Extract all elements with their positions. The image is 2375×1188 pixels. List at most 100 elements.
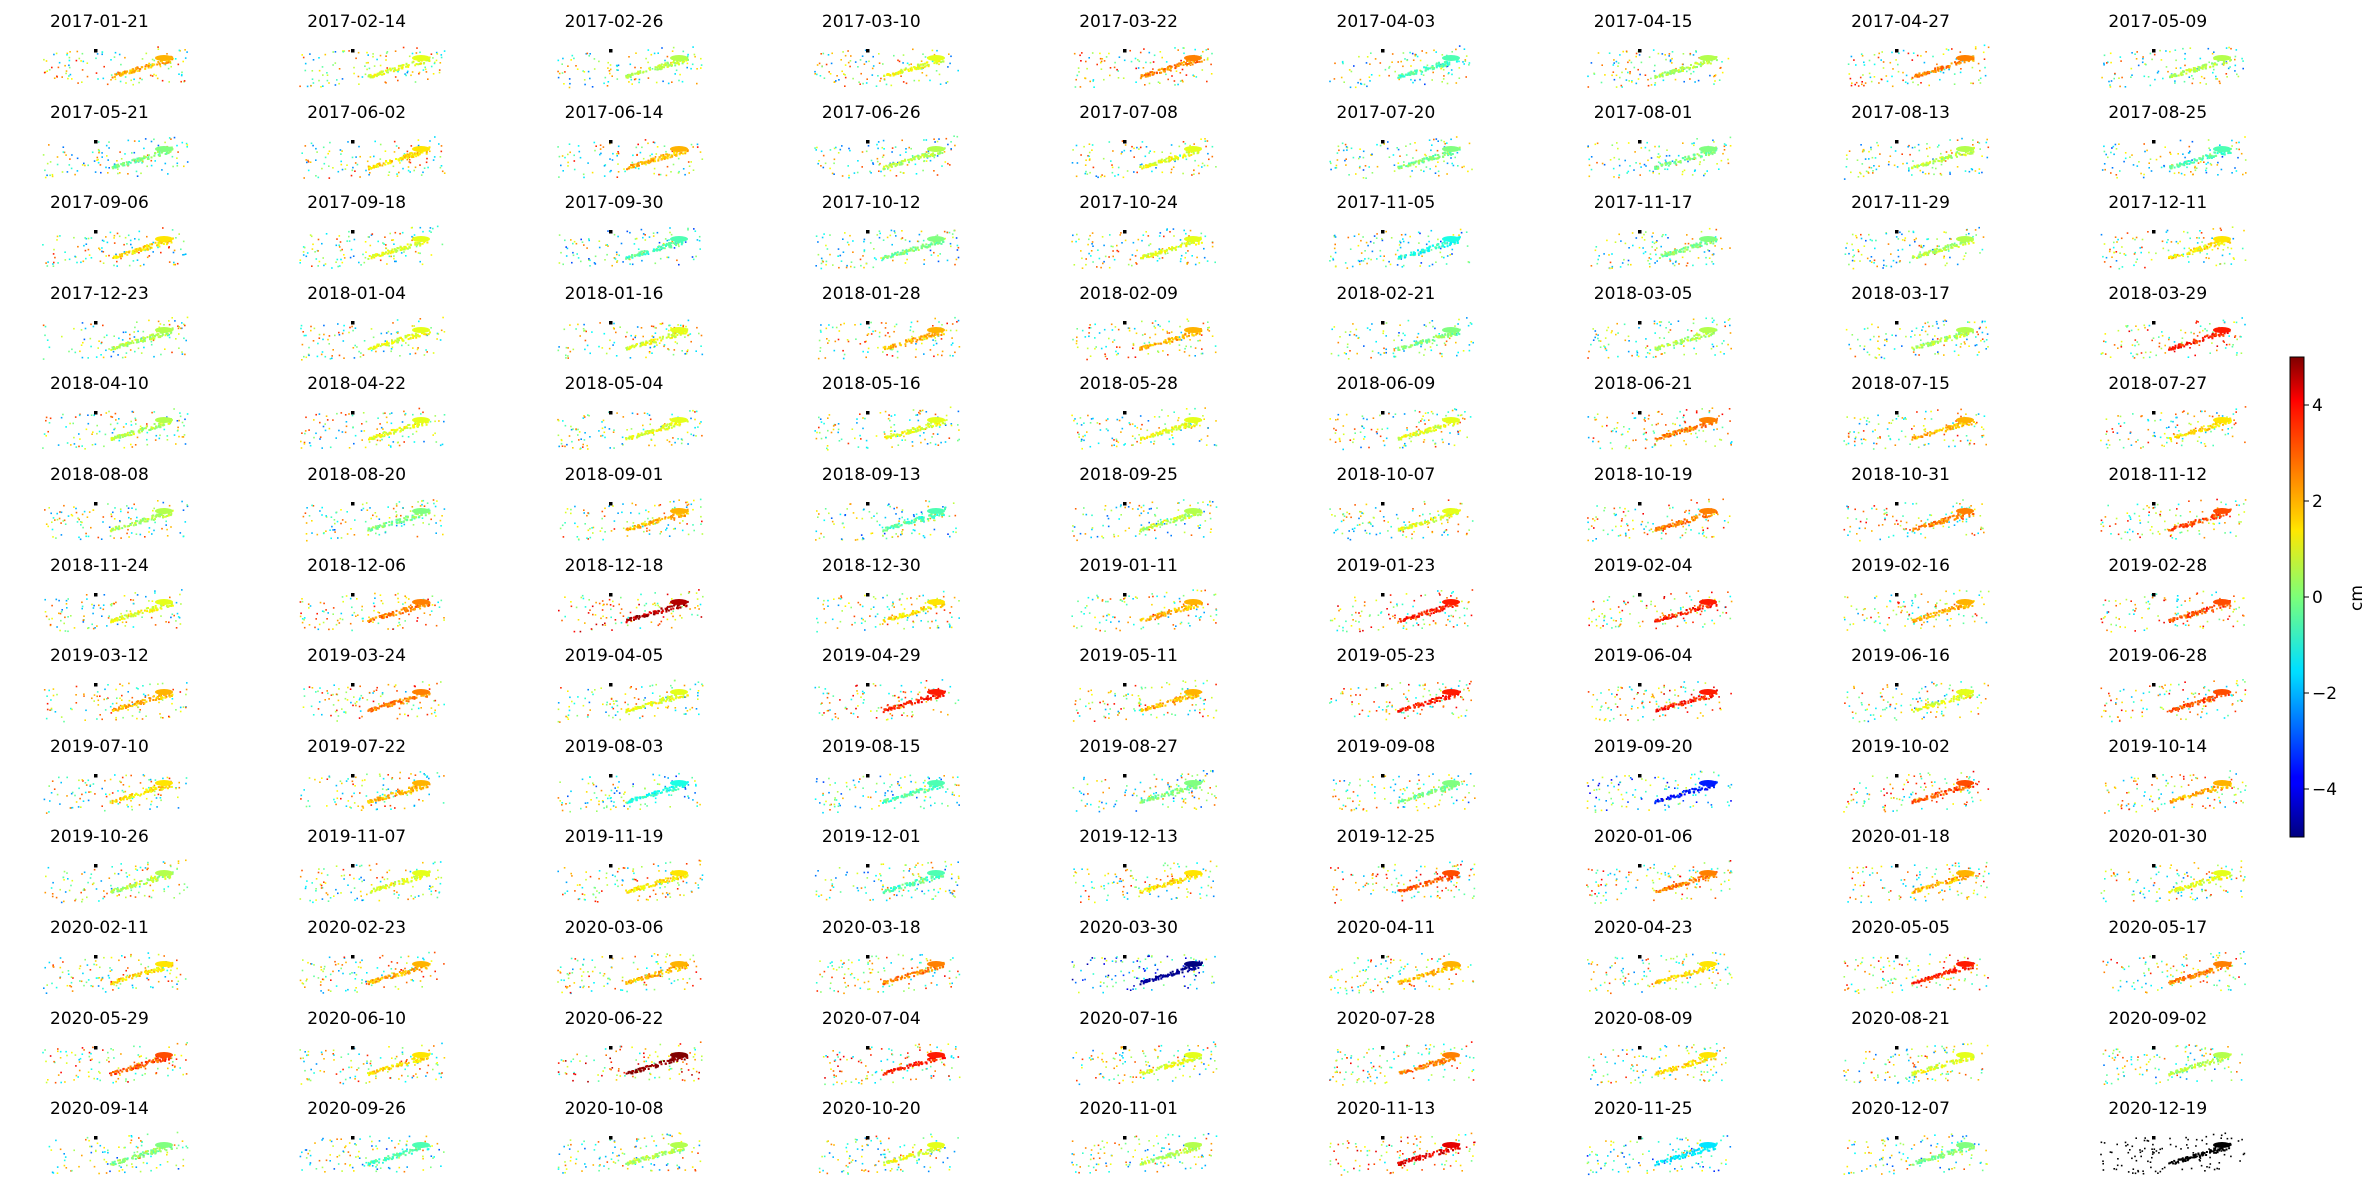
scatter-point [815,265,817,267]
scatter-point [1171,168,1173,170]
scatter-point [890,229,893,232]
scatter-point [664,238,667,240]
scatter-point [1668,258,1671,261]
scatter-point [585,53,587,55]
cluster-point [419,244,422,247]
cluster-point [1944,156,1947,159]
scatter-point [349,240,351,243]
cluster-point [396,247,399,250]
scatter-point [304,69,307,72]
scatter-point [351,169,354,171]
scatter-point [1653,70,1655,72]
cluster-point [1143,74,1146,77]
cluster-point [1699,154,1702,157]
cluster-point [676,242,679,245]
scatter-point [2217,173,2220,176]
scatter-point [640,260,643,262]
scatter-point [47,261,49,264]
cluster-point [385,251,388,254]
scatter-point [615,261,618,264]
scatter-point [930,254,933,257]
cluster-point [1196,151,1199,154]
cluster-point [629,163,632,166]
subplot-date-title: 2017-10-12 [822,193,921,213]
cluster-point [141,156,143,159]
scatter-point [677,171,679,174]
cluster-point [633,254,636,257]
scatter-point [1916,54,1919,57]
scatter-point [1715,228,1717,231]
cluster-point [1428,155,1431,158]
scatter-point [925,150,928,153]
scatter-point [1334,265,1336,268]
scatter-point [83,245,85,247]
scatter-point [856,159,859,162]
scatter-point [1117,173,1120,176]
scatter-point [1145,231,1148,233]
cluster-point [1661,163,1664,166]
scatter-point [1086,67,1089,70]
scatter-point [1211,52,1213,55]
scatter-point [923,259,925,261]
subplot-scatter [1328,45,1470,89]
scatter-point [310,160,312,163]
cluster-point [922,244,925,247]
scatter-point [161,168,163,171]
scatter-point [141,161,143,164]
cluster-point [1442,151,1444,154]
scatter-point [143,263,145,266]
scatter-point [154,159,156,162]
scatter-point [1177,246,1180,248]
scatter-point [1346,267,1348,270]
cluster-point [1183,242,1186,245]
cluster-point [1397,256,1400,259]
scatter-point [659,258,662,260]
scatter-point [836,75,838,77]
scatter-point [577,144,579,147]
scatter-point [1151,170,1153,172]
scatter-point [634,52,637,54]
scatter-point [54,256,56,259]
scatter-point [634,238,636,240]
cluster-point [928,245,931,248]
scatter-point [52,263,54,265]
cluster-head [1184,145,1203,152]
cluster-point [670,154,673,157]
scatter-point [1194,48,1197,51]
scatter-point [606,230,609,233]
scatter-point [582,176,585,178]
scatter-point [815,235,818,238]
scatter-point [1088,252,1091,255]
scatter-point [933,53,936,56]
cluster-point [2198,67,2201,70]
scatter-point [594,255,596,258]
scatter-point [315,174,317,177]
scatter-point [1931,166,1934,169]
scatter-point [1666,237,1669,239]
scatter-point [2104,162,2106,165]
scatter-point [174,263,176,266]
scatter-point [442,170,444,172]
scatter-point [1092,245,1094,248]
scatter-point [1694,81,1696,83]
scatter-point [110,59,112,61]
cluster-point [134,248,137,251]
cluster-point [640,253,643,256]
scatter-point [2234,166,2237,169]
scatter-point [654,262,656,265]
cluster-point [123,163,126,166]
scatter-point [343,254,345,256]
scatter-point [1439,63,1441,66]
scatter-point [1442,160,1445,162]
scatter-point [598,246,601,249]
scatter-point [566,153,569,155]
scatter-point [117,167,119,170]
scatter-point [889,169,892,171]
scatter-point [118,53,121,56]
reference-point [1123,139,1127,144]
scatter-point [363,261,366,264]
scatter-point [96,156,99,158]
scatter-point [152,251,154,253]
cluster-point [2209,154,2212,157]
cluster-point [1451,152,1454,155]
